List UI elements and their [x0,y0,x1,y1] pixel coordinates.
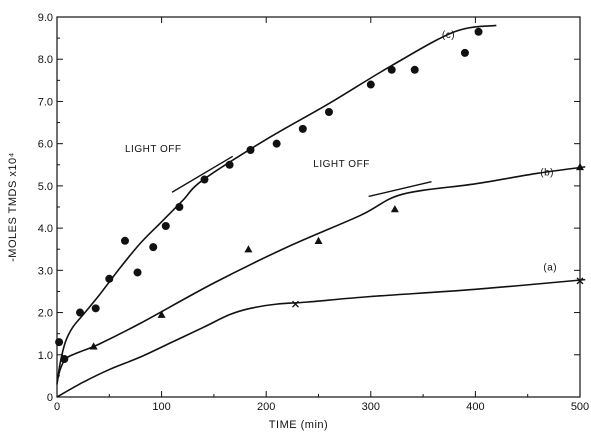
series-label: (a) [543,262,557,273]
curve-a [56,278,586,398]
point-c [60,355,69,363]
y-tick-label: 2.0 [38,308,53,320]
point-c [91,304,100,313]
point-c [298,124,307,133]
x-tick-label: 400 [466,401,484,413]
y-tick-label: 1.0 [38,350,53,362]
series-label: (b) [540,167,554,178]
y-tick-label: 0 [47,392,53,404]
point-a [576,277,584,285]
y-tick-label: 7.0 [38,96,53,108]
point-c [55,338,64,347]
point-c [200,175,209,184]
y-tick-label: 9.0 [38,12,53,24]
point-c [161,222,170,230]
x-axis-label: TIME (min) [269,419,328,431]
point-c [272,139,281,148]
x-tick-label: 500 [571,401,589,413]
curve-c [56,24,497,385]
x-tick-label: 300 [362,401,380,413]
y-tick-label: 3.0 [38,265,53,277]
light-off-mark [368,180,432,198]
point-c [149,243,158,252]
point-c [460,48,469,57]
point-c [120,236,129,245]
plot-frame [56,16,581,398]
point-c [387,65,396,74]
fitted-curves [56,24,586,398]
x-tick-label: 200 [257,401,275,413]
axes: 0 100 200 300 400 500 0 1.0 2.0 3.0 4.0 5.0 6.0 7.0 8.… [7,12,589,431]
annotations: (c) (b) (a) LIGHT OFF LIGHT OFF [125,30,557,273]
y-tick-label: 5.0 [38,181,53,193]
y-axis-label: -MOLES TMDS x10⁴ [7,152,19,262]
point-c [76,308,85,317]
light-off-mark [171,155,234,193]
point-c [133,268,142,277]
point-c [105,274,114,283]
light-off-label: LIGHT OFF [313,159,370,170]
light-off-label: LIGHT OFF [125,144,182,155]
y-tick-label: 8.0 [38,54,53,66]
point-b [157,310,166,318]
point-c [225,160,234,169]
point-a [292,300,299,308]
point-b [244,245,253,253]
y-tick-label: 6.0 [38,139,53,151]
point-c [410,65,419,74]
light-off-marks [171,155,432,198]
point-c [324,108,333,116]
point-c [474,27,483,36]
series-label: (c) [442,30,455,41]
x-tick-label: 0 [54,401,60,413]
point-b [314,236,323,244]
point-b [89,342,98,350]
y-tick-label: 4.0 [38,223,53,235]
point-b [576,162,584,171]
point-c [175,203,184,211]
point-c [246,146,255,154]
data-points [55,27,584,363]
point-b [390,205,399,213]
x-tick-label: 100 [152,401,170,413]
point-c [366,80,375,89]
